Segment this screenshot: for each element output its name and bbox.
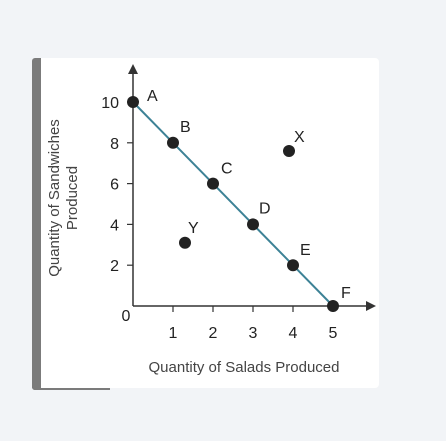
point-b <box>167 136 179 149</box>
point-label-b: B <box>180 119 191 136</box>
y-axis-title-line1: Quantity of Sandwiches <box>46 119 63 277</box>
point-x <box>283 144 295 157</box>
data-points: A B C D E F X Y <box>127 88 351 312</box>
y-axis-arrow <box>128 64 138 74</box>
point-label-x: X <box>294 129 305 146</box>
axes <box>128 64 376 311</box>
x-tick-label: 5 <box>329 325 338 342</box>
x-tick-label: 1 <box>169 325 178 342</box>
origin-label: 0 <box>122 308 131 325</box>
point-label-a: A <box>147 88 158 105</box>
chart-panel <box>41 58 379 388</box>
y-tick-label: 8 <box>110 136 119 153</box>
x-tick-label: 3 <box>249 325 258 342</box>
point-label-f: F <box>341 285 351 302</box>
frontier-series <box>132 101 334 307</box>
point-label-y: Y <box>188 220 199 237</box>
point-a <box>127 96 139 108</box>
x-tick-label: 4 <box>289 325 298 342</box>
x-axis-arrow <box>366 301 376 311</box>
y-tick-label: 4 <box>110 217 119 234</box>
point-d <box>247 218 259 231</box>
point-e <box>287 259 299 272</box>
point-label-e: E <box>300 242 311 259</box>
point-y <box>179 236 191 249</box>
y-tick-label: 6 <box>110 177 119 194</box>
point-c <box>207 177 219 190</box>
x-axis-title: Quantity of Salads Produced <box>149 359 340 376</box>
y-tick-label: 2 <box>110 258 119 275</box>
x-tick-label: 2 <box>209 325 218 342</box>
ticks: 0 1 2 3 4 5 2 4 6 8 10 <box>101 95 337 342</box>
point-label-c: C <box>221 161 233 178</box>
y-axis-title-line2: Produced <box>64 166 81 230</box>
panel-frame-left <box>32 58 41 390</box>
point-label-d: D <box>259 200 271 217</box>
frontier-line <box>132 101 334 307</box>
point-f <box>327 300 339 312</box>
y-tick-label: 10 <box>101 95 119 112</box>
